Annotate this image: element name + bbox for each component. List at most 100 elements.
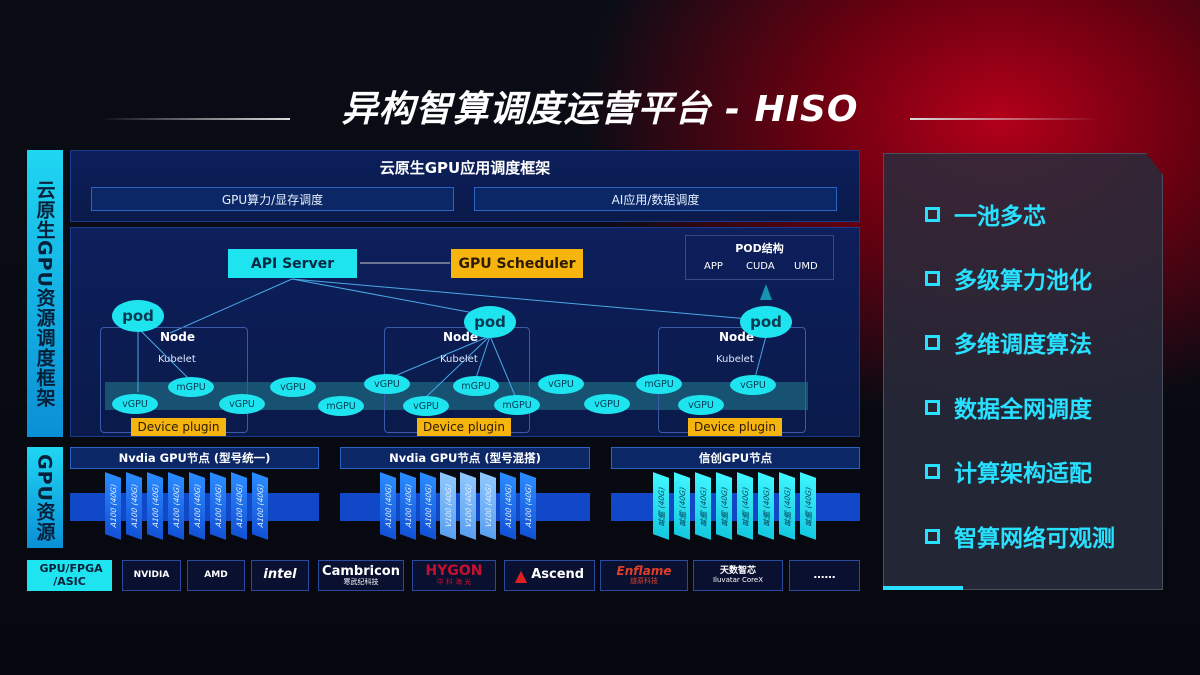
line-pod1-mgpu: [139, 329, 191, 381]
top-panel: 云原生GPU应用调度框架 GPU算力/显存调度 AI应用/数据调度: [70, 150, 860, 222]
gpu-card: 昇腾 (40G): [653, 472, 669, 540]
virtual-gpu: mGPU: [168, 377, 214, 397]
virtual-gpu: vGPU: [584, 394, 630, 414]
gpu-card: V100 (40G): [480, 472, 496, 540]
virtual-gpu: mGPU: [453, 376, 499, 396]
gpu-card: A100 (40G): [147, 472, 163, 540]
node-3-kubelet: Kubelet: [716, 354, 754, 365]
node-3-device-plugin: Device plugin: [688, 418, 782, 436]
gpu-card: V100 (40G): [440, 472, 456, 540]
vendor-ascend-logo: ▲ Ascend: [504, 560, 595, 591]
vendor-enflame-logo: Enflame 燧原科技: [600, 560, 688, 591]
gpu-card: A100 (40G): [168, 472, 184, 540]
line-pod2-c: [475, 335, 491, 379]
virtual-gpu: vGPU: [678, 395, 724, 415]
pod-item-umd: UMD: [794, 261, 818, 272]
virtual-gpu: mGPU: [636, 374, 682, 394]
gpu-card: 昇腾 (40G): [695, 472, 711, 540]
node-2-kubelet: Kubelet: [440, 354, 478, 365]
gpu-card: A100 (40G): [189, 472, 205, 540]
gpu-card: A100 (40G): [105, 472, 121, 540]
gpu-card: A100 (40G): [500, 472, 516, 540]
vendor-nvidia-logo: NVIDIA: [122, 560, 181, 591]
line-api-node3: [291, 278, 761, 321]
vendor-iluvatar-logo: 天数智芯 Iluvatar CoreX: [693, 560, 783, 591]
virtual-gpu: mGPU: [494, 395, 540, 415]
checkbox-icon: [925, 399, 940, 415]
feature-item: 数据全网调度: [925, 390, 1092, 424]
pod-item-app: APP: [704, 261, 723, 272]
api-server: API Server: [228, 249, 357, 278]
feature-item: 一池多芯: [925, 197, 1046, 231]
gpu-card: A100 (40G): [380, 472, 396, 540]
pod-structure-arrow: [760, 284, 772, 300]
virtual-gpu: vGPU: [112, 394, 158, 414]
resources-label: GPU资源: [27, 447, 63, 548]
features-panel: [883, 153, 1163, 590]
virtual-gpu: vGPU: [270, 377, 316, 397]
vendor-intel-logo: intel: [251, 560, 309, 591]
node-3-pod: pod: [740, 306, 792, 338]
title-line-left: [100, 118, 290, 120]
gpu-group-3-title: 信创GPU节点: [611, 447, 860, 469]
top-panel-title: 云原生GPU应用调度框架: [379, 159, 551, 177]
node-3-label: Node: [719, 330, 755, 344]
checkbox-icon: [925, 270, 940, 286]
vendor-cambricon-logo: Cambricon 寒武纪科技: [318, 560, 404, 591]
vendor-amd-logo: AMD: [187, 560, 245, 591]
gpu-card: 昇腾 (40G): [716, 472, 732, 540]
line-pod2-d: [489, 335, 517, 399]
chips-label: GPU/FPGA /ASIC: [27, 560, 112, 591]
gpu-compute-box: GPU算力/显存调度: [91, 187, 454, 211]
gpu-card: A100 (40G): [210, 472, 226, 540]
gpu-group-1-title: Nvdia GPU节点 (型号统一): [70, 447, 319, 469]
feature-item: 多维调度算法: [925, 325, 1092, 359]
gpu-card: A100 (40G): [400, 472, 416, 540]
virtual-gpu: vGPU: [538, 374, 584, 394]
checkbox-icon: [925, 528, 940, 544]
ai-data-box: AI应用/数据调度: [474, 187, 837, 211]
gpu-card: 昇腾 (40G): [800, 472, 816, 540]
node-1-pod: pod: [112, 300, 164, 332]
gpu-card: 昇腾 (40G): [737, 472, 753, 540]
gpu-group-2-title: Nvdia GPU节点 (型号混搭): [340, 447, 590, 469]
gpu-card: A100 (40G): [231, 472, 247, 540]
node-2-device-plugin: Device plugin: [417, 418, 511, 436]
node-1-kubelet: Kubelet: [158, 354, 196, 365]
gpu-card: 昇腾 (40G): [674, 472, 690, 540]
gpu-group-3-base: [611, 493, 860, 521]
checkbox-icon: [925, 206, 940, 222]
pod-item-cuda: CUDA: [746, 261, 775, 272]
checkbox-icon: [925, 334, 940, 350]
gpu-group-2-cards: A100 (40G) A100 (40G) A100 (40G) V100 (4…: [380, 472, 536, 540]
virtual-gpu: vGPU: [403, 396, 449, 416]
node-2-pod: pod: [464, 306, 516, 338]
gpu-card: A100 (40G): [252, 472, 268, 540]
line-api-node1: [169, 278, 293, 334]
gpu-group-3-cards: 昇腾 (40G) 昇腾 (40G) 昇腾 (40G) 昇腾 (40G) 昇腾 (…: [653, 472, 816, 540]
virtual-gpu: mGPU: [318, 396, 364, 416]
line-pod2-b: [424, 335, 491, 399]
feature-item: 智算网络可观测: [925, 519, 1115, 553]
gpu-card: 昇腾 (40G): [758, 472, 774, 540]
gpu-card: A100 (40G): [420, 472, 436, 540]
gpu-card: 昇腾 (40G): [779, 472, 795, 540]
vendor-more: ……: [789, 560, 860, 591]
virtual-gpu: vGPU: [364, 374, 410, 394]
node-1-label: Node: [160, 330, 196, 344]
checkbox-icon: [925, 463, 940, 479]
virtual-gpu: vGPU: [219, 394, 265, 414]
gpu-card: A100 (40G): [126, 472, 142, 540]
gpu-scheduler: GPU Scheduler: [451, 249, 583, 278]
framework-label: 云原生GPU资源调度框架: [27, 150, 63, 437]
line-api-node2: [291, 278, 491, 317]
line-pod3: [754, 335, 767, 379]
page-title: 异构智算调度运营平台 - HISO: [341, 89, 859, 130]
node-2-label: Node: [443, 330, 479, 344]
gpu-card: V100 (40G): [460, 472, 476, 540]
feature-item: 计算架构适配: [925, 454, 1092, 488]
vendor-hygon-logo: HYGON 中 科 海 光: [412, 560, 496, 591]
line-pod2-a: [384, 335, 491, 381]
gpu-card: A100 (40G): [520, 472, 536, 540]
